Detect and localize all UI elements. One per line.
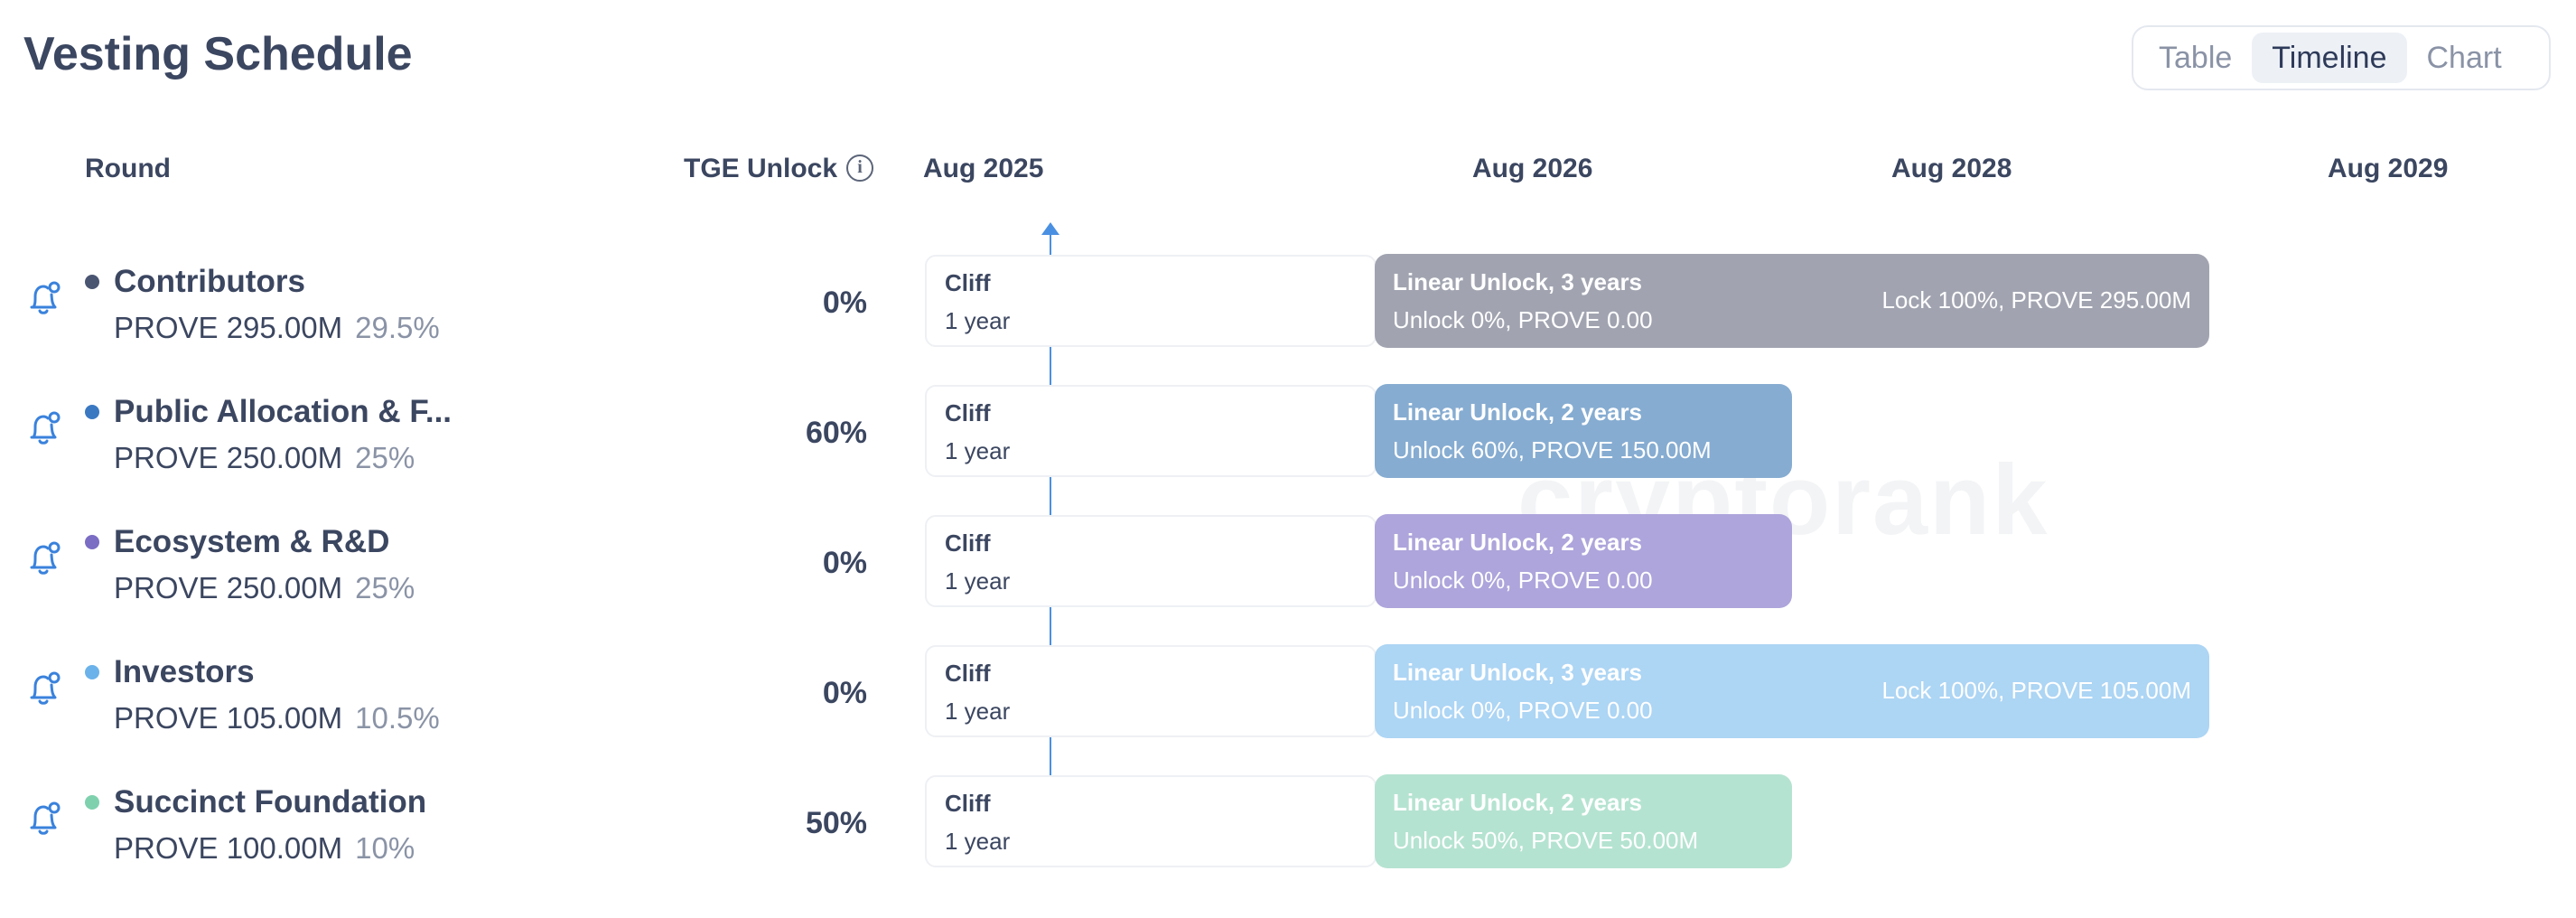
cliff-duration: 1 year bbox=[945, 567, 1011, 595]
round-name[interactable]: Ecosystem & R&D bbox=[114, 524, 390, 559]
round-share-percent: 25% bbox=[355, 441, 415, 474]
round-color-dot bbox=[85, 405, 99, 419]
round-token-amount: PROVE 250.00M bbox=[114, 571, 343, 604]
timeline-label-aug-2029: Aug 2029 bbox=[2328, 154, 2449, 183]
round-token-amount: PROVE 105.00M bbox=[114, 701, 343, 735]
info-icon[interactable]: i bbox=[846, 155, 874, 183]
round-amount: PROVE 250.00M 25% bbox=[114, 441, 415, 475]
notification-bell-icon[interactable] bbox=[25, 799, 63, 838]
round-amount: PROVE 100.00M 10% bbox=[114, 831, 415, 866]
round-name[interactable]: Public Allocation & F... bbox=[114, 394, 453, 429]
view-tabs: Table Timeline Chart bbox=[2132, 25, 2551, 90]
unlock-title: Linear Unlock, 3 years bbox=[1393, 268, 1643, 295]
unlock-detail: Unlock 0%, PROVE 0.00 bbox=[1393, 567, 1653, 594]
linear-unlock-bar[interactable]: Linear Unlock, 2 years Unlock 0%, PROVE … bbox=[1375, 514, 1792, 608]
timeline-label-aug-2026: Aug 2026 bbox=[1472, 154, 1593, 183]
cliff-label: Cliff bbox=[945, 660, 991, 687]
cliff-label: Cliff bbox=[945, 790, 991, 817]
cliff-label: Cliff bbox=[945, 399, 991, 426]
round-token-amount: PROVE 100.00M bbox=[114, 831, 343, 865]
unlock-detail: Unlock 50%, PROVE 50.00M bbox=[1393, 827, 1699, 854]
timeline-label-aug-2028: Aug 2028 bbox=[1891, 154, 2012, 183]
cliff-duration: 1 year bbox=[945, 437, 1011, 464]
tge-unlock-value: 0% bbox=[822, 286, 867, 320]
cliff-duration: 1 year bbox=[945, 698, 1011, 725]
linear-unlock-bar[interactable]: Linear Unlock, 3 years Unlock 0%, PROVE … bbox=[1375, 254, 2209, 348]
cliff-duration: 1 year bbox=[945, 307, 1011, 334]
round-share-percent: 10% bbox=[355, 831, 415, 865]
tab-table[interactable]: Table bbox=[2159, 41, 2233, 75]
unlock-detail: Unlock 0%, PROVE 0.00 bbox=[1393, 697, 1653, 724]
tge-unlock-value: 0% bbox=[822, 676, 867, 710]
unlock-title: Linear Unlock, 3 years bbox=[1393, 659, 1643, 686]
linear-unlock-bar[interactable]: Linear Unlock, 2 years Unlock 50%, PROVE… bbox=[1375, 774, 1792, 868]
lock-amount: Lock 100%, PROVE 295.00M bbox=[1881, 286, 2191, 314]
cliff-label: Cliff bbox=[945, 529, 991, 557]
round-share-percent: 10.5% bbox=[355, 701, 440, 735]
linear-unlock-bar[interactable]: Linear Unlock, 2 years Unlock 60%, PROVE… bbox=[1375, 384, 1792, 478]
cliff-segment[interactable]: Cliff 1 year bbox=[925, 255, 1377, 347]
linear-unlock-bar[interactable]: Linear Unlock, 3 years Unlock 0%, PROVE … bbox=[1375, 644, 2209, 738]
cliff-segment[interactable]: Cliff 1 year bbox=[925, 645, 1377, 737]
round-name[interactable]: Contributors bbox=[114, 264, 305, 299]
tge-unlock-value: 50% bbox=[805, 806, 867, 840]
cliff-segment[interactable]: Cliff 1 year bbox=[925, 775, 1377, 867]
unlock-title: Linear Unlock, 2 years bbox=[1393, 789, 1643, 816]
round-share-percent: 25% bbox=[355, 571, 415, 604]
current-date-marker-arrow bbox=[1041, 222, 1059, 235]
cliff-label: Cliff bbox=[945, 269, 991, 296]
page-title: Vesting Schedule bbox=[23, 28, 413, 80]
notification-bell-icon[interactable] bbox=[25, 408, 63, 448]
unlock-title: Linear Unlock, 2 years bbox=[1393, 398, 1643, 426]
tge-unlock-value: 60% bbox=[805, 416, 867, 450]
unlock-title: Linear Unlock, 2 years bbox=[1393, 529, 1643, 556]
round-name[interactable]: Investors bbox=[114, 654, 255, 689]
tab-chart[interactable]: Chart bbox=[2426, 41, 2502, 75]
column-header-round: Round bbox=[85, 154, 171, 183]
round-color-dot bbox=[85, 665, 99, 679]
round-color-dot bbox=[85, 275, 99, 289]
cliff-duration: 1 year bbox=[945, 828, 1011, 855]
timeline-label-aug-2025: Aug 2025 bbox=[923, 154, 1044, 183]
notification-bell-icon[interactable] bbox=[25, 278, 63, 318]
round-color-dot bbox=[85, 795, 99, 810]
round-token-amount: PROVE 250.00M bbox=[114, 441, 343, 474]
tge-unlock-label: TGE Unlock bbox=[684, 154, 838, 183]
lock-amount: Lock 100%, PROVE 105.00M bbox=[1881, 677, 2191, 704]
round-token-amount: PROVE 295.00M bbox=[114, 311, 343, 344]
tge-unlock-value: 0% bbox=[822, 546, 867, 580]
round-amount: PROVE 250.00M 25% bbox=[114, 571, 415, 605]
tab-timeline[interactable]: Timeline bbox=[2252, 33, 2407, 83]
round-color-dot bbox=[85, 535, 99, 549]
round-share-percent: 29.5% bbox=[355, 311, 440, 344]
notification-bell-icon[interactable] bbox=[25, 669, 63, 708]
round-amount: PROVE 105.00M 10.5% bbox=[114, 701, 440, 735]
unlock-detail: Unlock 0%, PROVE 0.00 bbox=[1393, 306, 1653, 333]
cliff-segment[interactable]: Cliff 1 year bbox=[925, 385, 1377, 477]
cliff-segment[interactable]: Cliff 1 year bbox=[925, 515, 1377, 607]
round-name[interactable]: Succinct Foundation bbox=[114, 784, 427, 820]
notification-bell-icon[interactable] bbox=[25, 539, 63, 578]
unlock-detail: Unlock 60%, PROVE 150.00M bbox=[1393, 436, 1712, 464]
column-header-tge-unlock: TGE Unlock i bbox=[684, 154, 874, 184]
round-amount: PROVE 295.00M 29.5% bbox=[114, 311, 440, 345]
